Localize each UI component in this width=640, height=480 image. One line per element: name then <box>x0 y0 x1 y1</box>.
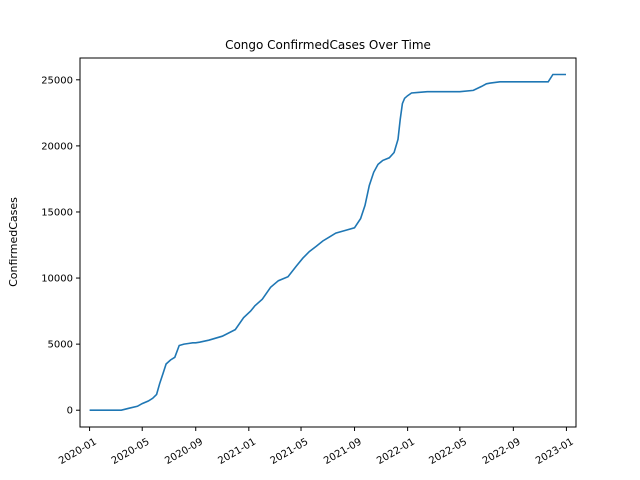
plot-area-frame <box>79 57 577 428</box>
y-tick-label: 0 <box>67 406 73 417</box>
chart-title: Congo ConfirmedCases Over Time <box>225 38 431 52</box>
y-tick-label: 20000 <box>41 141 73 152</box>
x-tick-label: 2021-09 <box>322 437 364 467</box>
x-tick-label: 2023-01 <box>534 437 576 467</box>
x-tick-label: 2020-09 <box>163 437 205 467</box>
y-tick-label: 25000 <box>41 75 73 86</box>
x-tick-label: 2020-05 <box>110 437 152 467</box>
series-line-confirmed-cases <box>89 73 566 411</box>
x-tick-label: 2021-01 <box>216 437 258 467</box>
x-tick-label: 2022-09 <box>481 437 523 467</box>
x-tick-label: 2022-05 <box>427 437 469 467</box>
x-tick-label: 2022-01 <box>375 437 417 467</box>
y-tick-label: 5000 <box>48 340 73 351</box>
y-axis: 0 5000 10000 15000 20000 25000 <box>41 75 80 417</box>
y-axis-label: ConfirmedCases <box>7 197 20 287</box>
y-tick-label: 15000 <box>41 207 73 218</box>
x-tick-label: 2020-01 <box>57 437 99 467</box>
y-tick-label: 10000 <box>41 274 73 285</box>
x-axis: 2020-01 2020-05 2020-09 2021-01 2021-05 2021-… <box>57 427 576 467</box>
x-tick-label: 2021-05 <box>269 437 311 467</box>
